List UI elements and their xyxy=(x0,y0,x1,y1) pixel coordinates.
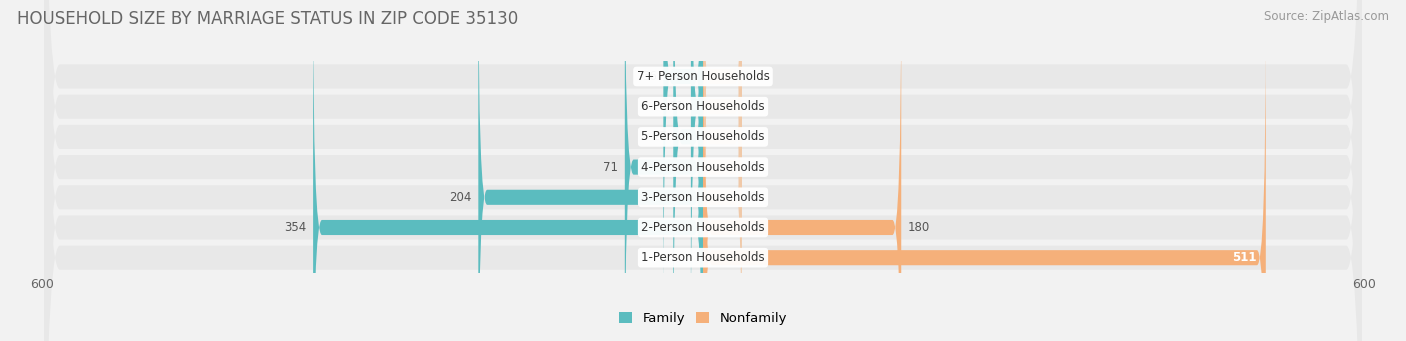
FancyBboxPatch shape xyxy=(45,0,1361,341)
FancyBboxPatch shape xyxy=(45,0,1361,341)
FancyBboxPatch shape xyxy=(690,0,703,341)
FancyBboxPatch shape xyxy=(664,0,703,311)
FancyBboxPatch shape xyxy=(703,0,741,311)
FancyBboxPatch shape xyxy=(45,0,1361,341)
Text: Source: ZipAtlas.com: Source: ZipAtlas.com xyxy=(1264,10,1389,23)
FancyBboxPatch shape xyxy=(478,0,703,341)
FancyBboxPatch shape xyxy=(703,0,741,280)
Text: 354: 354 xyxy=(284,221,307,234)
Text: 27: 27 xyxy=(651,130,666,143)
Text: 6-Person Households: 6-Person Households xyxy=(641,100,765,113)
Text: 36: 36 xyxy=(643,70,657,83)
Text: 4-Person Households: 4-Person Households xyxy=(641,161,765,174)
Text: 5-Person Households: 5-Person Households xyxy=(641,130,765,143)
Text: 0: 0 xyxy=(748,70,755,83)
Text: 11: 11 xyxy=(669,100,685,113)
FancyBboxPatch shape xyxy=(624,0,703,341)
Text: HOUSEHOLD SIZE BY MARRIAGE STATUS IN ZIP CODE 35130: HOUSEHOLD SIZE BY MARRIAGE STATUS IN ZIP… xyxy=(17,10,519,28)
Text: 0: 0 xyxy=(748,191,755,204)
Text: 0: 0 xyxy=(748,130,755,143)
FancyBboxPatch shape xyxy=(45,0,1361,341)
FancyBboxPatch shape xyxy=(673,0,703,341)
Text: 71: 71 xyxy=(603,161,619,174)
FancyBboxPatch shape xyxy=(703,0,901,341)
Text: 1-Person Households: 1-Person Households xyxy=(641,251,765,264)
FancyBboxPatch shape xyxy=(703,24,1265,341)
Text: 0: 0 xyxy=(748,161,755,174)
Text: 7+ Person Households: 7+ Person Households xyxy=(637,70,769,83)
Text: 511: 511 xyxy=(1233,251,1257,264)
FancyBboxPatch shape xyxy=(314,0,703,341)
FancyBboxPatch shape xyxy=(703,24,741,341)
Legend: Family, Nonfamily: Family, Nonfamily xyxy=(619,312,787,325)
FancyBboxPatch shape xyxy=(703,0,741,250)
Text: 3-Person Households: 3-Person Households xyxy=(641,191,765,204)
FancyBboxPatch shape xyxy=(45,0,1361,341)
FancyBboxPatch shape xyxy=(703,0,741,341)
Text: 0: 0 xyxy=(748,100,755,113)
Text: 204: 204 xyxy=(450,191,471,204)
Text: 180: 180 xyxy=(908,221,931,234)
Text: 2-Person Households: 2-Person Households xyxy=(641,221,765,234)
FancyBboxPatch shape xyxy=(45,0,1361,341)
FancyBboxPatch shape xyxy=(45,0,1361,341)
